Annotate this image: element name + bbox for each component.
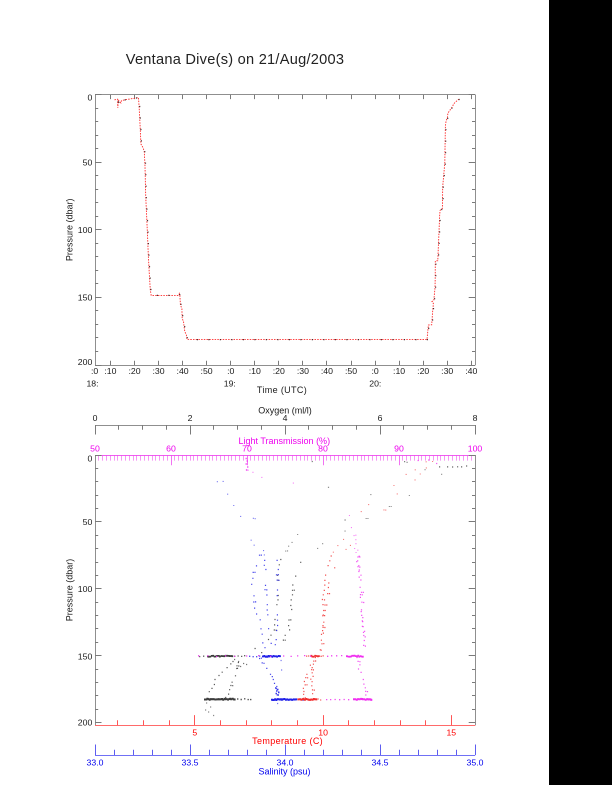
svg-text:Pressure (dbar): Pressure (dbar)	[65, 199, 75, 262]
svg-text::30: :30	[152, 366, 164, 376]
svg-text:34.5: 34.5	[372, 757, 389, 767]
svg-text:150: 150	[78, 293, 93, 303]
svg-text:34.0: 34.0	[277, 757, 294, 767]
svg-text:5: 5	[192, 727, 197, 737]
svg-text:100: 100	[78, 225, 93, 235]
svg-text::10: :10	[393, 366, 405, 376]
svg-text:100: 100	[468, 444, 483, 454]
svg-text::40: :40	[465, 366, 477, 376]
svg-text::10: :10	[249, 366, 261, 376]
svg-text::0: :0	[371, 366, 378, 376]
svg-text:10: 10	[318, 727, 328, 737]
svg-text:0: 0	[93, 413, 98, 423]
svg-text:Temperature (C): Temperature (C)	[252, 736, 323, 746]
svg-text::40: :40	[321, 366, 333, 376]
svg-text::20: :20	[128, 366, 140, 376]
svg-text::0: :0	[227, 366, 234, 376]
svg-text:90: 90	[394, 444, 404, 454]
svg-text:6: 6	[378, 413, 383, 423]
svg-text:200: 200	[78, 357, 93, 367]
svg-text:2: 2	[188, 413, 193, 423]
svg-text:Ventana Dive(s) on 21/Aug/2003: Ventana Dive(s) on 21/Aug/2003	[126, 52, 344, 68]
svg-text:Salinity (psu): Salinity (psu)	[258, 766, 310, 776]
svg-text:0: 0	[87, 453, 92, 463]
svg-text::50: :50	[201, 366, 213, 376]
svg-text:15: 15	[446, 727, 456, 737]
svg-text:150: 150	[78, 652, 93, 662]
svg-text::0: :0	[91, 366, 98, 376]
svg-text::50: :50	[345, 366, 357, 376]
svg-text:200: 200	[78, 717, 93, 727]
svg-text:100: 100	[78, 584, 93, 594]
svg-text:4: 4	[283, 413, 288, 423]
svg-text:50: 50	[90, 444, 100, 454]
svg-text:50: 50	[83, 517, 93, 527]
svg-text::20: :20	[273, 366, 285, 376]
svg-text:33.5: 33.5	[182, 757, 199, 767]
svg-text:80: 80	[318, 444, 328, 454]
svg-text::40: :40	[177, 366, 189, 376]
svg-text:0: 0	[87, 93, 92, 103]
svg-text:50: 50	[83, 158, 93, 168]
svg-text:19:: 19:	[224, 378, 236, 388]
svg-text:35.0: 35.0	[467, 757, 484, 767]
svg-text:Light Transmission (%): Light Transmission (%)	[239, 436, 331, 446]
svg-text::10: :10	[104, 366, 116, 376]
svg-text:20:: 20:	[369, 378, 381, 388]
svg-text:8: 8	[473, 413, 478, 423]
svg-text:Time (UTC): Time (UTC)	[257, 385, 307, 395]
svg-text::20: :20	[417, 366, 429, 376]
svg-text:70: 70	[242, 444, 252, 454]
svg-text:Pressure (dbar): Pressure (dbar)	[65, 559, 75, 622]
svg-text:60: 60	[166, 444, 176, 454]
svg-text:18:: 18:	[86, 378, 98, 388]
svg-text::30: :30	[297, 366, 309, 376]
svg-text:Oxygen (ml/l): Oxygen (ml/l)	[258, 405, 312, 415]
svg-text::30: :30	[441, 366, 453, 376]
svg-text:33.0: 33.0	[87, 757, 104, 767]
